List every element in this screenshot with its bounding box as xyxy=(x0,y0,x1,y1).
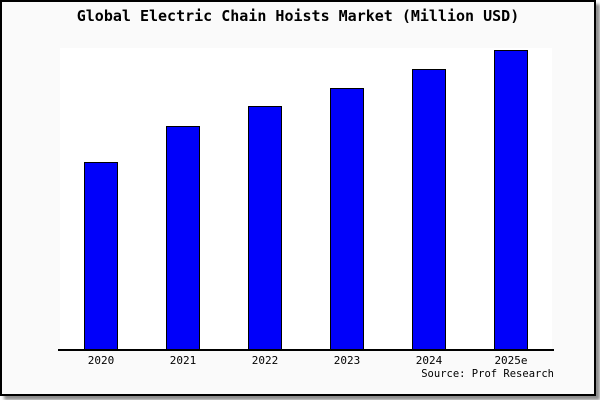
x-tick-label-2022: 2022 xyxy=(251,354,279,367)
bar-2025e xyxy=(494,50,528,350)
chart-title: Global Electric Chain Hoists Market (Mil… xyxy=(76,7,520,25)
bar-2024 xyxy=(412,69,446,350)
plot-area xyxy=(60,48,552,350)
x-tick-label-2025e: 2025e xyxy=(494,354,528,367)
x-tick-label-2020: 2020 xyxy=(87,354,115,367)
x-tick-label-2024: 2024 xyxy=(415,354,443,367)
bar-2020 xyxy=(84,162,118,350)
x-axis-labels: 2020 2021 2022 2023 2024 2025e xyxy=(60,354,552,367)
bar-2023 xyxy=(330,88,364,350)
x-tick-label-2023: 2023 xyxy=(333,354,361,367)
x-tick-label-2021: 2021 xyxy=(169,354,197,367)
x-axis-line xyxy=(58,349,554,351)
bar-2022 xyxy=(248,106,282,350)
source-note: Source: Prof Research xyxy=(421,368,554,380)
bar-2021 xyxy=(166,126,200,350)
